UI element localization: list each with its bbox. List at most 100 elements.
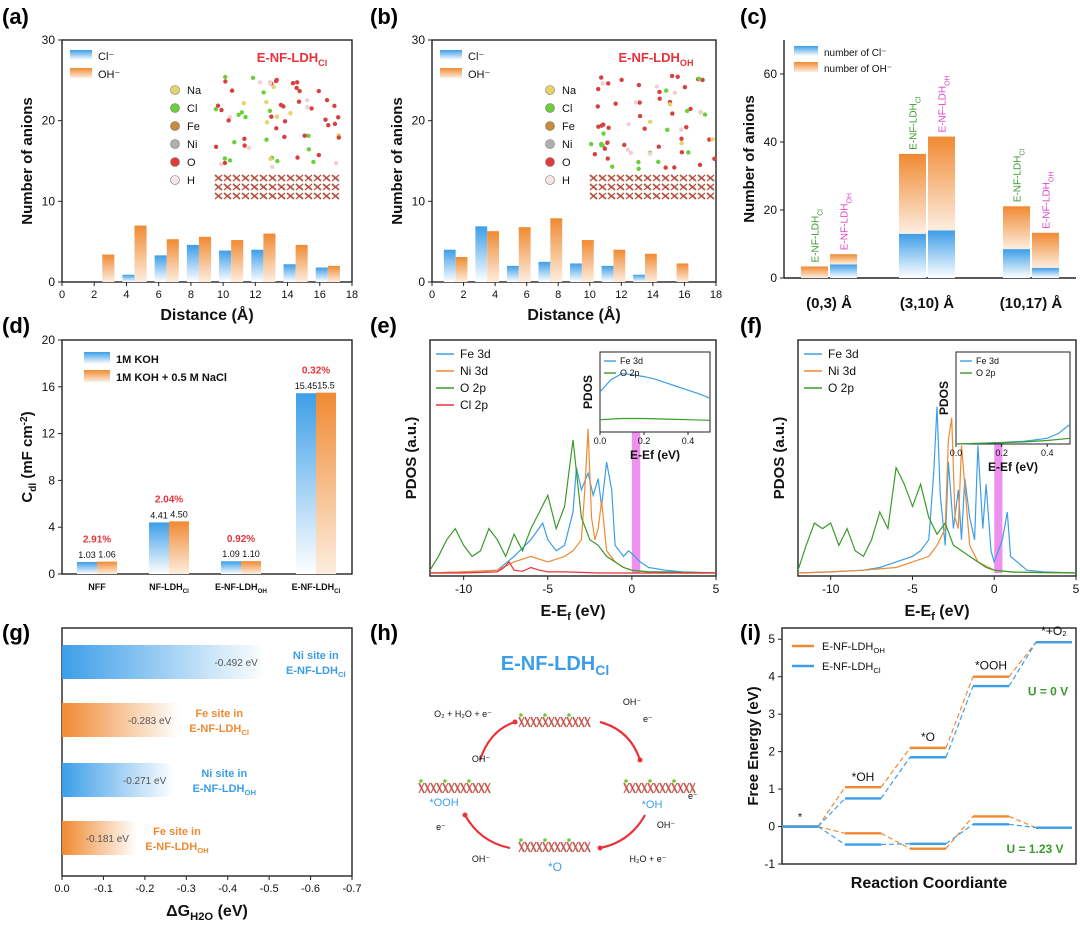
- bar-value-label: 4.41: [150, 510, 168, 520]
- slab-bond: [665, 782, 672, 794]
- legend-label: Ni 3d: [460, 364, 488, 378]
- inset-x-tick-label: 0.0: [950, 448, 963, 458]
- atom-dot: [679, 136, 684, 141]
- x-tick-label: 8: [555, 289, 561, 301]
- bar-cl: [899, 233, 926, 278]
- atom-dot: [636, 82, 642, 88]
- pdos-line: [429, 461, 717, 574]
- atom-dot: [605, 156, 610, 161]
- atom-dot: [223, 79, 228, 84]
- x-tick-label: 4: [123, 289, 129, 301]
- y-axis-label: PDOS (a.u.): [403, 417, 420, 500]
- lattice-bond: [679, 174, 688, 182]
- intermediate-o: *O: [548, 860, 562, 874]
- atom-dot: [647, 151, 653, 156]
- slab-bond: [548, 841, 555, 853]
- atom-dot: [599, 141, 604, 147]
- inset-legend-label: Fe 3d: [620, 356, 643, 366]
- y-axis-label: Number of anions: [741, 95, 758, 223]
- atom-dot: [336, 115, 341, 120]
- atom-dot: [702, 112, 708, 117]
- bar-delta-g: [62, 763, 175, 797]
- lattice-bond: [214, 183, 223, 191]
- energy-connector: [880, 832, 911, 850]
- atom-dot: [672, 90, 678, 95]
- slab-bond: [560, 841, 567, 853]
- bar-koh: [221, 561, 241, 574]
- x-tick-label: 18: [710, 289, 722, 301]
- energy-connector: [880, 843, 911, 846]
- legend-label-cl: number of Cl⁻: [824, 48, 887, 59]
- atom-dot: [241, 100, 246, 106]
- legend-swatch-oh: [70, 68, 92, 78]
- bar-oh: [263, 233, 276, 282]
- atom-dot: [326, 122, 331, 128]
- lattice-bond: [232, 192, 241, 200]
- slab-atom: [467, 779, 471, 783]
- atom-dot: [290, 81, 296, 86]
- atom-dot: [688, 106, 693, 112]
- lattice-bond: [589, 192, 598, 200]
- atom-dot: [684, 124, 689, 130]
- bar-koh-nacl: [97, 561, 117, 574]
- legend-label: Ni 3d: [828, 364, 856, 378]
- panel-b-chart: 0 2 4 6 8 10 12 14 16 18 0 10 20 30 Distance (Å) Number…: [389, 33, 722, 324]
- slab-bond: [466, 782, 473, 794]
- lattice-bond: [259, 183, 268, 191]
- y-axis-label: Free Energy (eV): [745, 686, 762, 805]
- atom-dot: [213, 106, 219, 112]
- atom-dot: [282, 119, 288, 124]
- arrow-head: [597, 845, 603, 851]
- y-tick-label: 2: [768, 745, 775, 759]
- lattice-bond: [232, 174, 241, 182]
- y-tick-label: 20: [42, 333, 56, 347]
- atom-dot: [213, 144, 219, 150]
- lattice-bond: [268, 174, 277, 182]
- chart-title: E-NF-LDHCl: [257, 50, 327, 68]
- x-tick-label: 10: [217, 289, 229, 301]
- category-label: E-NF-LDHCl: [292, 582, 341, 595]
- slab-bond: [677, 782, 684, 794]
- lattice-bond: [661, 192, 670, 200]
- atom-dot: [670, 111, 675, 116]
- lattice-bond: [286, 192, 295, 200]
- atom-label: H: [187, 175, 195, 187]
- atom-dot: [274, 126, 279, 131]
- lattice-bond: [250, 192, 259, 200]
- panel-g-chart: 0.0 -0.1 -0.2 -0.3 -0.4 -0.5 -0.6 -0.7 ΔGH2O (eV…: [54, 627, 361, 923]
- lattice-bond: [304, 174, 313, 182]
- slab-bond: [418, 782, 425, 794]
- lattice-bond: [232, 183, 241, 191]
- legend-label-oh: number of OH⁻: [824, 64, 892, 75]
- percent-change-label: 0.92%: [227, 534, 255, 545]
- lattice-bond: [277, 174, 286, 182]
- atom-dot: [219, 107, 224, 113]
- x-tick-label: 5: [713, 582, 720, 596]
- y-tick-label: 1: [768, 782, 775, 796]
- atom-dot: [596, 86, 601, 92]
- x-tick-label: -0.5: [260, 883, 279, 895]
- slab-bond: [536, 841, 543, 853]
- atom-icon: [170, 121, 180, 131]
- legend-label: O 2p: [460, 381, 486, 395]
- atom-dot: [239, 110, 245, 115]
- inset-pdos-line: [599, 372, 711, 399]
- inset-legend-label: O 2p: [976, 368, 996, 378]
- panel-letter-f: (f): [740, 313, 762, 338]
- atom-dot: [588, 141, 594, 147]
- atom-dot: [642, 126, 647, 131]
- atom-dot: [273, 78, 279, 84]
- inset-x-tick-label: 0.2: [995, 448, 1008, 458]
- atom-dot: [270, 164, 275, 170]
- legend-label-oh: OH⁻: [468, 69, 491, 81]
- slab-atom: [567, 713, 571, 717]
- bar-delta-g: [62, 703, 180, 737]
- atom-dot: [268, 156, 273, 162]
- energy-connector: [817, 786, 846, 827]
- energy-connector: [817, 798, 846, 827]
- cycle-arrow: [599, 814, 646, 850]
- inset-x-tick-label: 0.2: [638, 436, 651, 446]
- ldh-slab: [623, 779, 696, 794]
- atom-dot: [271, 84, 276, 90]
